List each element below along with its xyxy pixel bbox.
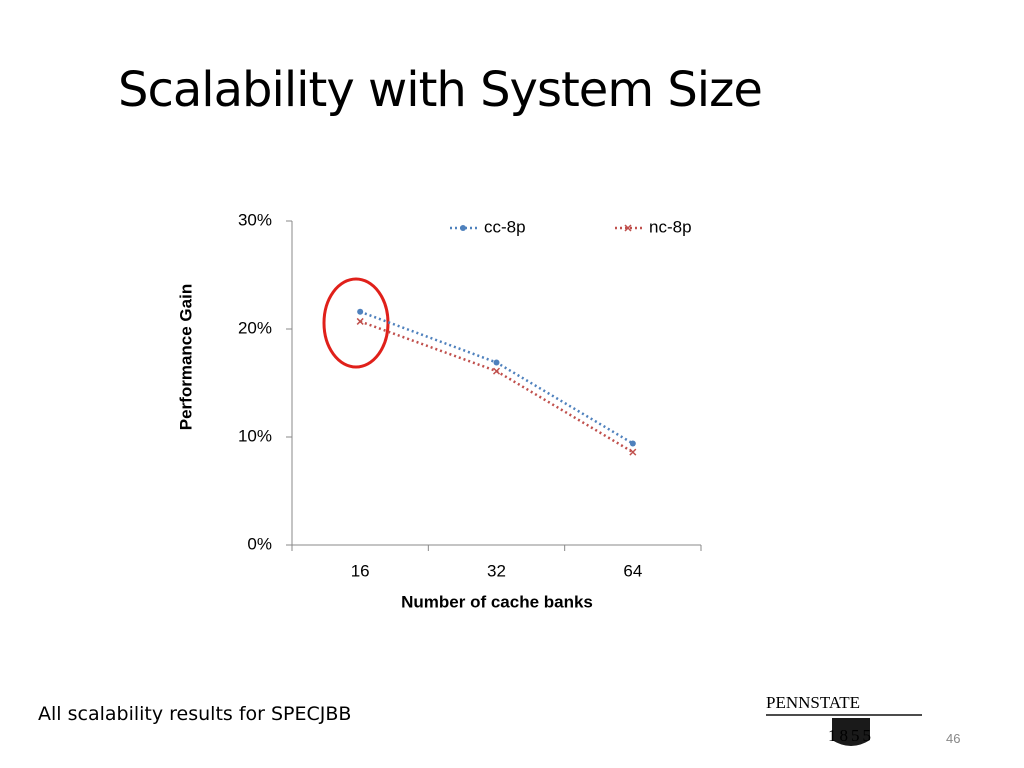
legend-marker <box>460 225 466 231</box>
legend-label: cc-8p <box>484 217 526 236</box>
data-point <box>629 448 637 456</box>
y-tick-label: 30% <box>238 210 272 229</box>
footnote: All scalability results for SPECJBB <box>38 703 352 725</box>
series-line <box>359 310 634 445</box>
series-line <box>359 320 634 454</box>
logo-year: 1855 <box>828 726 874 745</box>
slide-title: Scalability with System Size <box>118 62 763 118</box>
x-tick-label: 64 <box>623 561 642 580</box>
x-tick-label: 32 <box>487 561 506 580</box>
data-point <box>357 308 364 315</box>
data-point <box>356 317 364 325</box>
logo: PENNSTATE 1855 <box>766 693 922 746</box>
page-number: 46 <box>946 731 961 746</box>
y-tick-label: 0% <box>247 534 272 553</box>
y-tick-label: 20% <box>238 318 272 337</box>
y-axis-title: Performance Gain <box>176 284 195 430</box>
x-tick-label: 16 <box>351 561 370 580</box>
highlight-circle <box>322 277 390 369</box>
logo-shield <box>832 718 870 746</box>
x-axis-title: Number of cache banks <box>401 592 593 611</box>
legend-marker <box>624 224 632 232</box>
data-point <box>492 367 501 375</box>
data-point <box>629 440 636 447</box>
legend-label: nc-8p <box>649 217 692 236</box>
data-point <box>493 359 500 366</box>
y-tick-label: 10% <box>238 426 272 445</box>
logo-text: PENNSTATE <box>766 693 860 712</box>
